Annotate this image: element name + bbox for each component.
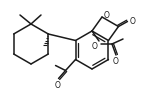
Text: O: O	[92, 42, 98, 51]
Text: O: O	[130, 17, 135, 26]
Text: O: O	[55, 80, 61, 89]
Text: O: O	[104, 11, 110, 20]
Text: O: O	[113, 57, 119, 66]
